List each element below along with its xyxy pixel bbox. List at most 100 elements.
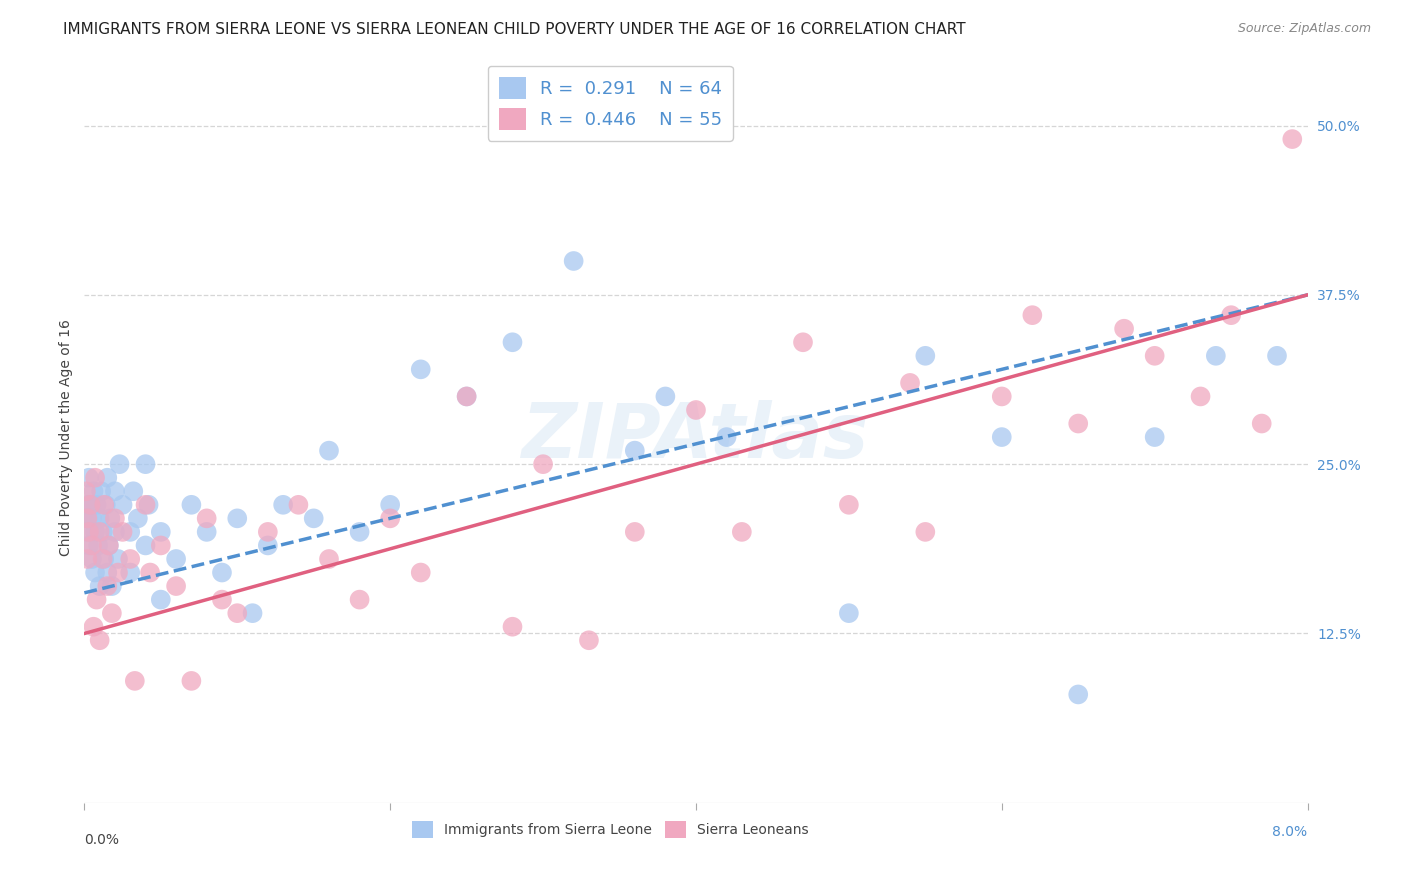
Point: [135, 457, 157, 471]
Text: IMMIGRANTS FROM SIERRA LEONE VS SIERRA LEONEAN CHILD POVERTY UNDER THE AGE OF 16: IMMIGRANTS FROM SIERRA LEONE VS SIERRA L…: [63, 22, 966, 37]
Point: [226, 511, 249, 525]
Point: [180, 673, 202, 688]
Point: [685, 403, 707, 417]
Point: [111, 524, 134, 539]
Point: [101, 606, 124, 620]
Point: [409, 566, 432, 580]
Point: [75, 484, 97, 499]
Point: [287, 498, 309, 512]
Point: [242, 606, 264, 620]
Point: [302, 511, 325, 525]
Point: [76, 524, 98, 539]
Point: [127, 511, 149, 525]
Point: [578, 633, 600, 648]
Point: [318, 443, 340, 458]
Point: [991, 430, 1014, 444]
Point: [104, 524, 127, 539]
Point: [122, 484, 145, 499]
Point: [89, 524, 111, 539]
Point: [120, 566, 142, 580]
Point: [731, 524, 754, 539]
Point: [456, 389, 478, 403]
Point: [97, 538, 120, 552]
Point: [86, 592, 108, 607]
Text: 0.0%: 0.0%: [84, 833, 120, 847]
Point: [195, 524, 218, 539]
Point: [838, 498, 860, 512]
Point: [624, 524, 647, 539]
Point: [257, 538, 280, 552]
Point: [1143, 349, 1166, 363]
Text: Source: ZipAtlas.com: Source: ZipAtlas.com: [1237, 22, 1371, 36]
Point: [180, 498, 202, 512]
Point: [838, 606, 860, 620]
Point: [104, 484, 127, 499]
Point: [380, 498, 402, 512]
Point: [75, 511, 97, 525]
Point: [79, 498, 101, 512]
Point: [149, 538, 172, 552]
Point: [108, 457, 131, 471]
Point: [318, 552, 340, 566]
Point: [76, 498, 98, 512]
Point: [111, 498, 134, 512]
Point: [84, 471, 107, 485]
Point: [138, 498, 160, 512]
Point: [120, 524, 142, 539]
Point: [93, 552, 115, 566]
Point: [90, 484, 112, 499]
Text: ZIPAtlas: ZIPAtlas: [522, 401, 870, 474]
Point: [87, 538, 110, 552]
Point: [93, 498, 115, 512]
Point: [80, 552, 103, 566]
Point: [94, 498, 117, 512]
Point: [1067, 688, 1090, 702]
Point: [914, 349, 936, 363]
Point: [96, 566, 118, 580]
Point: [1281, 132, 1303, 146]
Point: [77, 471, 100, 485]
Point: [195, 511, 218, 525]
Point: [531, 457, 554, 471]
Point: [135, 538, 157, 552]
Point: [562, 254, 585, 268]
Point: [502, 335, 524, 350]
Point: [104, 511, 127, 525]
Point: [84, 566, 107, 580]
Point: [79, 498, 101, 512]
Text: 8.0%: 8.0%: [1272, 825, 1308, 838]
Point: [89, 579, 111, 593]
Point: [76, 552, 98, 566]
Point: [83, 620, 105, 634]
Point: [349, 592, 371, 607]
Point: [716, 430, 738, 444]
Point: [77, 524, 100, 539]
Point: [91, 552, 114, 566]
Point: [96, 579, 118, 593]
Point: [89, 633, 111, 648]
Point: [1114, 322, 1136, 336]
Point: [226, 606, 249, 620]
Point: [211, 592, 233, 607]
Point: [98, 511, 121, 525]
Point: [1189, 389, 1212, 403]
Point: [89, 511, 111, 525]
Point: [139, 566, 162, 580]
Point: [120, 552, 142, 566]
Point: [107, 552, 129, 566]
Point: [76, 511, 98, 525]
Point: [1021, 308, 1043, 322]
Point: [502, 620, 524, 634]
Point: [107, 566, 129, 580]
Point: [124, 673, 146, 688]
Point: [80, 511, 103, 525]
Point: [77, 538, 100, 552]
Point: [1205, 349, 1227, 363]
Point: [165, 552, 187, 566]
Point: [135, 498, 157, 512]
Point: [101, 579, 124, 593]
Point: [1143, 430, 1166, 444]
Point: [97, 538, 120, 552]
Point: [80, 538, 103, 552]
Point: [1220, 308, 1243, 322]
